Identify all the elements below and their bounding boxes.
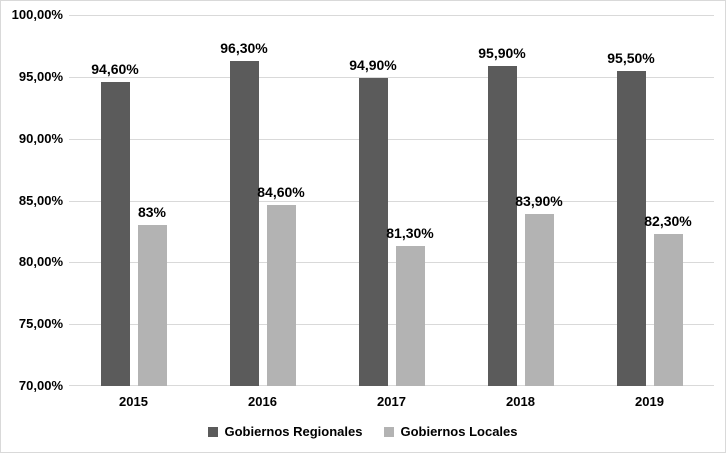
bar-value-label: 84,60% [257,184,305,201]
bar-2016-series-2 [266,205,296,386]
y-tick-label: 95,00% [18,68,63,84]
plot-area: 94,60% 83% 96,30% 84,60% 94,90% 81,30% 95,90% 8… [69,15,714,386]
bar-2019-series-1 [616,70,646,386]
bar-2015-series-2 [137,225,167,386]
gridline [69,200,714,202]
y-tick-label: 100,00% [11,7,63,22]
y-tick-label: 75,00% [18,316,63,332]
bar-2017-series-2 [395,246,425,386]
bar-value-label: 81,30% [386,225,434,242]
bar-value-label: 94,60% [91,60,139,77]
y-tick-label: 85,00% [18,192,63,208]
x-tick-label: 2019 [635,394,664,409]
bar-2018-series-2 [524,214,554,386]
gridline [69,385,714,386]
y-tick-label: 80,00% [18,254,63,270]
legend-label: Gobiernos Locales [400,424,518,439]
bar-2016-series-1 [229,60,259,386]
bar-value-label: 82,30% [644,212,692,229]
x-tick-label: 2016 [248,394,277,409]
bar-value-label: 83,90% [515,193,563,210]
bar-2017-series-1 [358,78,388,386]
x-axis: 2015 2016 2017 2018 2019 [69,393,714,411]
bar-value-label: 95,50% [607,49,655,66]
y-axis: 100,00% 95,00% 90,00% 85,00% 80,00% 75,00% 70,… [1,7,63,393]
legend-swatch-icon [208,427,219,437]
x-tick-label: 2017 [377,394,406,409]
bar-value-label: 83% [137,204,167,221]
legend: Gobiernos Regionales Gobiernos Locales [1,424,725,440]
x-tick-label: 2015 [119,394,148,409]
gridline [69,262,714,264]
legend-label: Gobiernos Regionales [224,424,363,439]
legend-entry: Gobiernos Regionales [208,424,362,440]
bar-2018-series-1 [487,65,517,386]
bar-2015-series-1 [100,81,130,386]
bar-value-label: 95,90% [478,44,526,61]
bar-2019-series-2 [653,233,683,386]
legend-entry: Gobiernos Locales [384,424,518,440]
gridline [69,324,714,326]
gridline [69,76,714,78]
gridline [69,15,714,16]
bar-value-label: 96,30% [220,39,268,56]
gridline [69,138,714,140]
x-tick-label: 2018 [506,394,535,409]
bar-value-label: 94,90% [349,57,397,74]
legend-swatch-icon [384,427,395,437]
y-tick-label: 90,00% [18,130,63,146]
y-tick-label: 70,00% [18,378,63,393]
